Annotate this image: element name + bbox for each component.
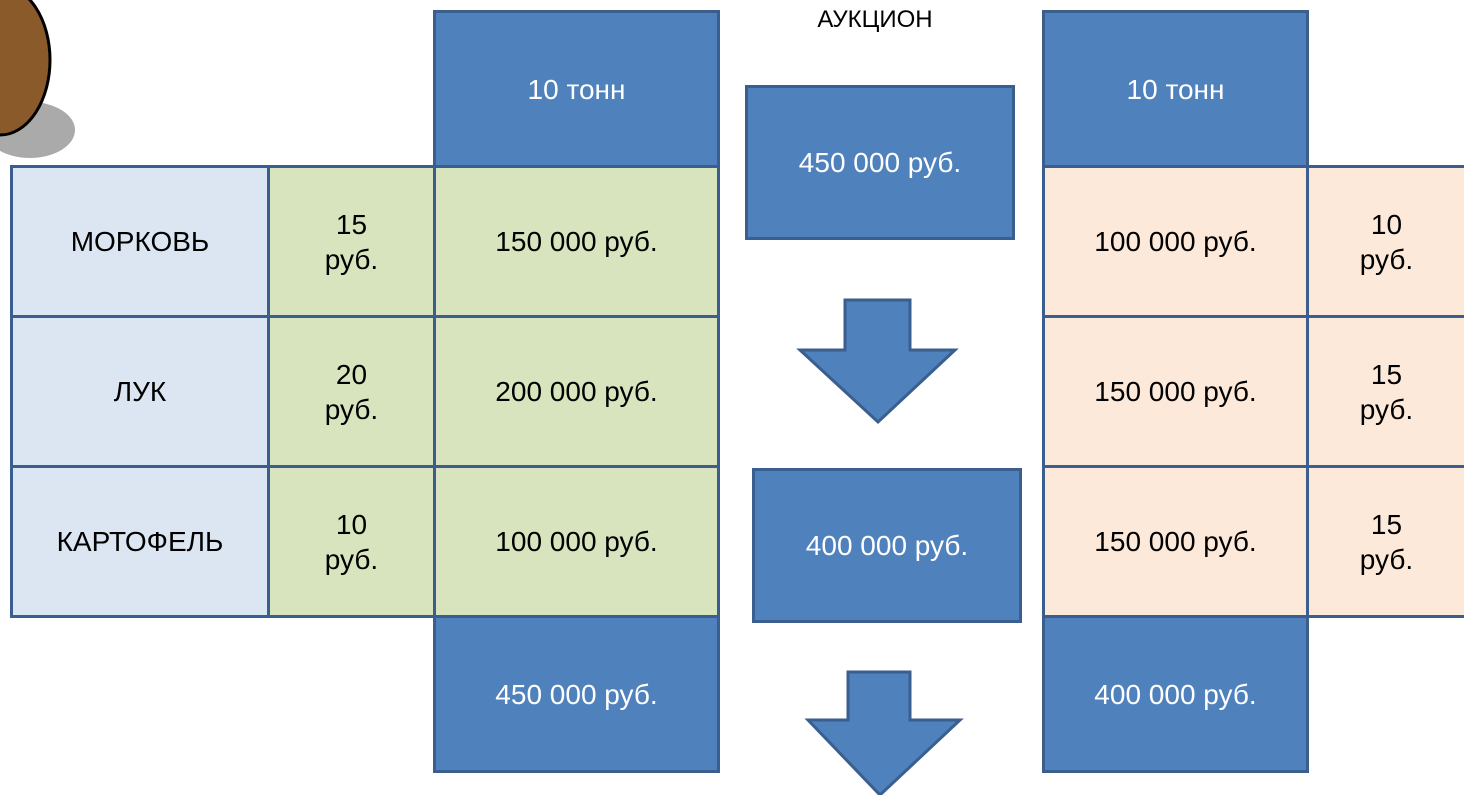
price: 15 руб. — [324, 208, 379, 275]
value-cell: 150 000 руб. — [433, 165, 720, 318]
header-cell: 10 тонн — [1042, 10, 1309, 168]
total-cell: 450 000 руб. — [433, 615, 720, 773]
name-cell: ЛУК — [10, 315, 270, 468]
price: 15 руб. — [1359, 508, 1414, 575]
price: 15 руб. — [1359, 358, 1414, 425]
price: 10 руб. — [1359, 208, 1414, 275]
value-cell: 150 000 руб. — [1042, 465, 1309, 618]
price-cell: 15 руб. — [267, 165, 436, 318]
price: 20 руб. — [324, 358, 379, 425]
title: АУКЦИОН — [817, 6, 933, 33]
price-cell: 20 руб. — [267, 315, 436, 468]
value-cell: 200 000 руб. — [433, 315, 720, 468]
price-cell: 15 руб. — [1306, 465, 1464, 618]
middle-box: 400 000 руб. — [752, 468, 1022, 623]
price: 10 руб. — [324, 508, 379, 575]
price-cell: 10 руб. — [1306, 165, 1464, 318]
name-cell: КАРТОФЕЛЬ — [10, 465, 270, 618]
value-cell: 100 000 руб. — [433, 465, 720, 618]
arrow-down — [804, 670, 964, 795]
middle-box: 450 000 руб. — [745, 85, 1015, 240]
value-cell: 100 000 руб. — [1042, 165, 1309, 318]
price-cell: 15 руб. — [1306, 315, 1464, 468]
arrow-down — [796, 298, 959, 425]
price-cell: 10 руб. — [267, 465, 436, 618]
header-cell: 10 тонн — [433, 10, 720, 168]
potato — [0, 0, 52, 137]
value-cell: 150 000 руб. — [1042, 315, 1309, 468]
total-cell: 400 000 руб. — [1042, 615, 1309, 773]
name-cell: МОРКОВЬ — [10, 165, 270, 318]
